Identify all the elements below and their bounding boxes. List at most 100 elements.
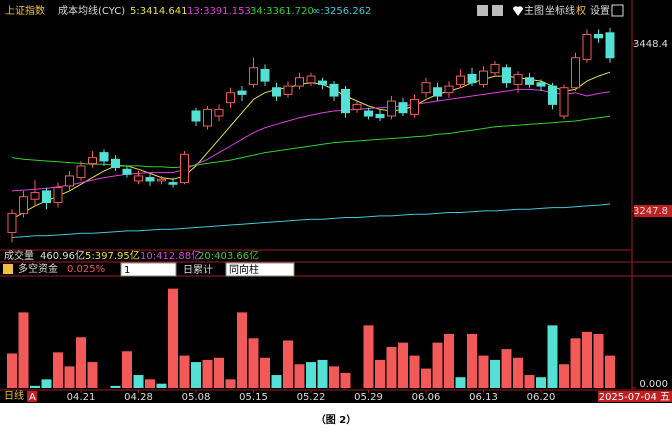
fund-bar [547,325,558,388]
candle-body [364,110,373,117]
fund-bar [179,355,190,388]
ma-label: 5:3414.641 [130,6,187,17]
fund-bar [225,379,236,388]
candle-body [203,108,212,127]
favorite-button[interactable] [513,6,523,16]
fund-bar [122,351,132,388]
main-button[interactable]: 主图 [524,5,544,17]
candle-body [99,152,109,162]
x-tick-label: 05.29 [354,392,383,403]
period-select[interactable] [120,262,177,277]
candle-body [467,73,477,84]
fund-bar [386,346,397,388]
candle-body [180,153,189,184]
fund-bar [467,334,477,388]
candle-body [19,196,28,214]
fund-bar [41,379,52,388]
candle-body [548,85,557,105]
candle-body [502,67,511,84]
x-tick-label: 04.28 [124,392,153,403]
candle-body [318,80,327,85]
ma-label: 34:3361.720 [250,6,314,17]
fund-bar [168,288,178,388]
candle-body [479,70,488,85]
fund-bar [110,385,121,388]
candle-body [456,75,465,85]
caption: （图 2） [316,413,356,426]
candle-body [157,178,166,182]
fund-bar [53,352,63,388]
fund-bar [18,312,29,388]
fund-bar [237,312,247,388]
candle-body [605,32,615,59]
candle-body [352,103,362,110]
candle-body [237,90,247,95]
rights-button[interactable]: 权 [576,4,586,17]
candle-body [249,67,258,85]
candle-body [329,83,339,97]
fund-bar [501,349,512,388]
ma-label: 13:3391.153 [187,6,251,17]
fund-bar [317,359,328,388]
fund-bar [306,362,316,388]
candle-body [88,157,97,164]
volume-ma: 10:412.88亿 [140,249,201,262]
y-tick-highlight [634,205,672,218]
zoom-out-button[interactable] [492,5,503,16]
mode-label: 日累计 [183,263,213,276]
settings-button[interactable]: 设置 [590,5,610,17]
candle-body [444,85,454,94]
fund-bar [294,364,305,388]
fund-bar [87,362,98,388]
ma-line [11,88,611,192]
x-label-highlight [598,391,672,402]
candle-body [410,98,419,115]
candle-body [571,57,580,89]
expand-button[interactable] [611,4,624,17]
fund-bar [7,353,17,388]
fund-bar [570,338,581,388]
y-tick-label: 0.000 [639,379,668,390]
badge-text: A [29,392,36,403]
candle-body [7,212,17,234]
fund-bar [202,359,213,388]
candle-body [306,75,316,84]
fund-bar [248,338,259,388]
candle-body [76,165,86,179]
axis-button[interactable]: 坐标线 [545,4,575,17]
fund-bar [156,383,167,388]
help-icon[interactable] [3,264,13,274]
candle-body [53,187,63,204]
candle-body [375,113,385,119]
fund-bar [409,355,420,388]
candle-body [295,77,304,87]
candle-body [226,92,235,104]
candle-body [42,190,51,204]
index-name: 上证指数 [5,4,45,17]
candle-body [272,87,281,97]
candle-body [168,182,178,185]
candle-body [341,88,350,114]
x-tick-label: 06.06 [412,392,441,403]
fund-bar [340,372,351,388]
background [0,0,672,403]
volume-ma: 5:397.95亿 [85,249,140,262]
fund-bar [432,342,443,388]
ma-line [11,203,611,238]
candle-body [145,177,155,182]
fund-bar [513,357,523,388]
candle-body [122,168,132,175]
period-label: 日线 [4,389,24,402]
fund-bar [329,366,339,388]
fund-value: 0.025% [67,264,105,275]
candle-body [513,73,523,85]
fund-bar [76,337,86,388]
zoom-in-button[interactable] [477,5,488,16]
style-select-text: 同向柱 [229,263,259,276]
style-select[interactable] [225,262,295,277]
candle-body [398,102,408,114]
candle-body [111,158,120,169]
fund-bar [375,359,385,388]
fund-bar [260,357,270,388]
candle-body [260,68,270,82]
